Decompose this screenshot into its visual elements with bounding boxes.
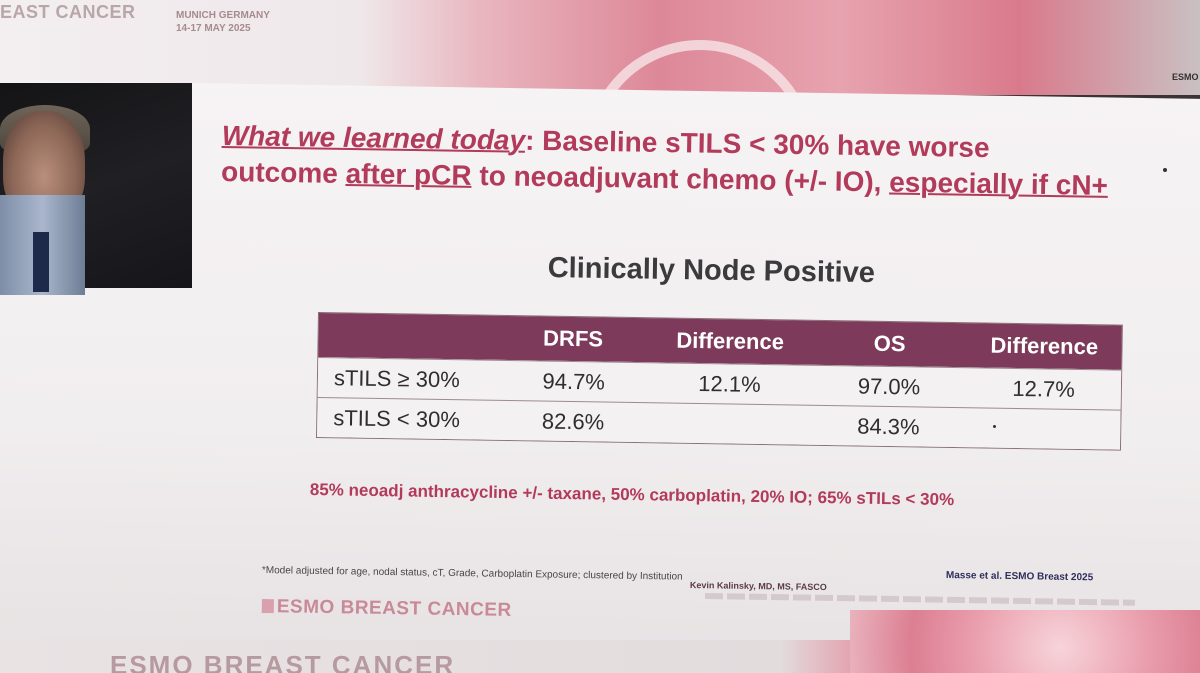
headline-especially: especially if cN+	[889, 166, 1109, 201]
table-header-cell: Difference	[676, 327, 785, 355]
conference-banner	[0, 0, 1200, 95]
headline-text-2: outcome	[220, 155, 346, 189]
slide-headline: What we learned today: Baseline sTILS < …	[221, 118, 1200, 205]
table-header-cell	[319, 335, 504, 338]
banner-location-dates: 14-17 MAY 2025	[176, 23, 251, 34]
results-table: DRFS Difference OS Difference sTILS ≥ 30…	[316, 312, 1123, 451]
stray-mark	[1163, 168, 1167, 172]
esmo-corner-logo: ESMO	[1172, 72, 1199, 82]
table-header-cell: Difference	[990, 332, 1099, 360]
table-cell: 94.7%	[542, 368, 606, 395]
table-header-cell: OS	[873, 330, 906, 357]
footer-brand-text: ESMO BREAST CANCER	[276, 596, 512, 621]
esmo-logo-bar	[261, 598, 274, 614]
table-cell: 97.0%	[857, 372, 921, 399]
stray-mark	[993, 425, 996, 428]
table-cell	[647, 423, 812, 426]
presenter-name: Kevin Kalinsky, MD, MS, FASCO	[689, 580, 827, 593]
table-header-cell: DRFS	[542, 325, 604, 352]
headline-text-1: : Baseline sTILS < 30% have worse	[524, 124, 990, 164]
headline-after-pcr: after pCR	[345, 157, 472, 191]
banner-brand: EAST CANCER	[0, 2, 136, 22]
speaker-tie	[33, 232, 49, 292]
table-cell: sTILS < 30%	[333, 404, 461, 432]
banner-location-city: MUNICH GERMANY	[176, 10, 270, 21]
table-cell: 84.3%	[857, 412, 920, 439]
table-cell: 12.1%	[698, 370, 761, 397]
rose-decoration	[850, 610, 1200, 673]
citation: Masse et al. ESMO Breast 2025	[945, 570, 1094, 584]
table-cell: sTILS ≥ 30%	[333, 364, 460, 392]
table-cell: 12.7%	[1012, 375, 1075, 402]
bottom-banner-text: ESMO BREAST CANCER	[110, 650, 456, 673]
table-title: Clinically Node Positive	[547, 252, 876, 290]
headline-text-3: to neoadjuvant chemo (+/- IO),	[471, 159, 890, 198]
footer-brand: ESMO BREAST CANCER	[261, 596, 512, 622]
table-cell	[966, 428, 1121, 430]
table-cell: 82.6%	[541, 408, 605, 435]
banner-location: MUNICH GERMANY 14-17 MAY 2025	[176, 9, 270, 35]
headline-emphasis: What we learned today	[221, 119, 526, 156]
